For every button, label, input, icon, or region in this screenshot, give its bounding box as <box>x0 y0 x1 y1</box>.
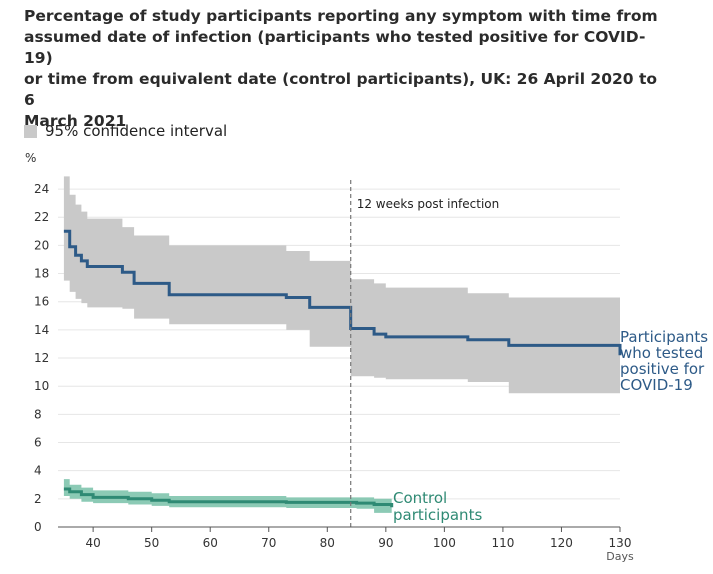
x-tick-label: 60 <box>203 536 218 550</box>
annotation-label-12-weeks: 12 weeks post infection <box>357 197 500 211</box>
series-label-positive: Participants <box>620 328 708 346</box>
y-axis-label: % <box>25 151 36 165</box>
series-line-control <box>63 487 394 508</box>
legend-swatch-ci <box>24 124 37 138</box>
y-tick-label: 18 <box>34 267 49 281</box>
series-lines <box>63 229 622 508</box>
chart-title: Percentage of study participants reporti… <box>24 6 664 132</box>
y-tick-label: 2 <box>34 492 42 506</box>
x-tick-label: 120 <box>550 536 573 550</box>
x-tick-label: 110 <box>491 536 514 550</box>
series-label-control: participants <box>393 506 482 524</box>
series-line-positive <box>63 229 622 356</box>
x-tick-label: 70 <box>261 536 276 550</box>
x-tick-label: 40 <box>85 536 100 550</box>
x-tick-label: 130 <box>609 536 632 550</box>
y-tick-label: 4 <box>34 464 42 478</box>
y-tick-label: 6 <box>34 436 42 450</box>
y-tick-label: 0 <box>34 520 42 534</box>
x-tick-label: 50 <box>144 536 159 550</box>
series-label-positive: positive for <box>620 360 705 378</box>
y-tick-label: 20 <box>34 238 49 252</box>
series-label-control: Control <box>393 489 447 507</box>
chart-title-line: March 2021 <box>24 112 127 130</box>
y-tick-label: 12 <box>34 351 49 365</box>
ci-band-positive <box>63 176 620 395</box>
x-tick-label: 90 <box>378 536 393 550</box>
chart-legend: 95% confidence interval <box>24 121 227 141</box>
chart-title-line: assumed date of infection (participants … <box>24 28 646 67</box>
ci-band-control <box>63 479 392 515</box>
y-tick-label: 24 <box>34 182 49 196</box>
y-tick-label: 10 <box>34 379 49 393</box>
x-tick-label: 80 <box>320 536 335 550</box>
y-tick-label: 16 <box>34 295 49 309</box>
annotation-layer: 12 weeks post infection <box>350 180 500 527</box>
y-tick-label: 8 <box>34 407 42 421</box>
series-label-positive: who tested <box>620 344 703 362</box>
x-tick-label: 100 <box>433 536 456 550</box>
series-label-positive: COVID-19 <box>620 376 693 394</box>
chart-title-line: Percentage of study participants reporti… <box>24 7 658 25</box>
chart-title-line: or time from equivalent date (control pa… <box>24 70 658 109</box>
y-tick-label: 22 <box>34 210 49 224</box>
x-axis-label: Days <box>606 550 634 563</box>
y-tick-label: 14 <box>34 323 49 337</box>
legend-label-ci: 95% confidence interval <box>45 122 228 140</box>
